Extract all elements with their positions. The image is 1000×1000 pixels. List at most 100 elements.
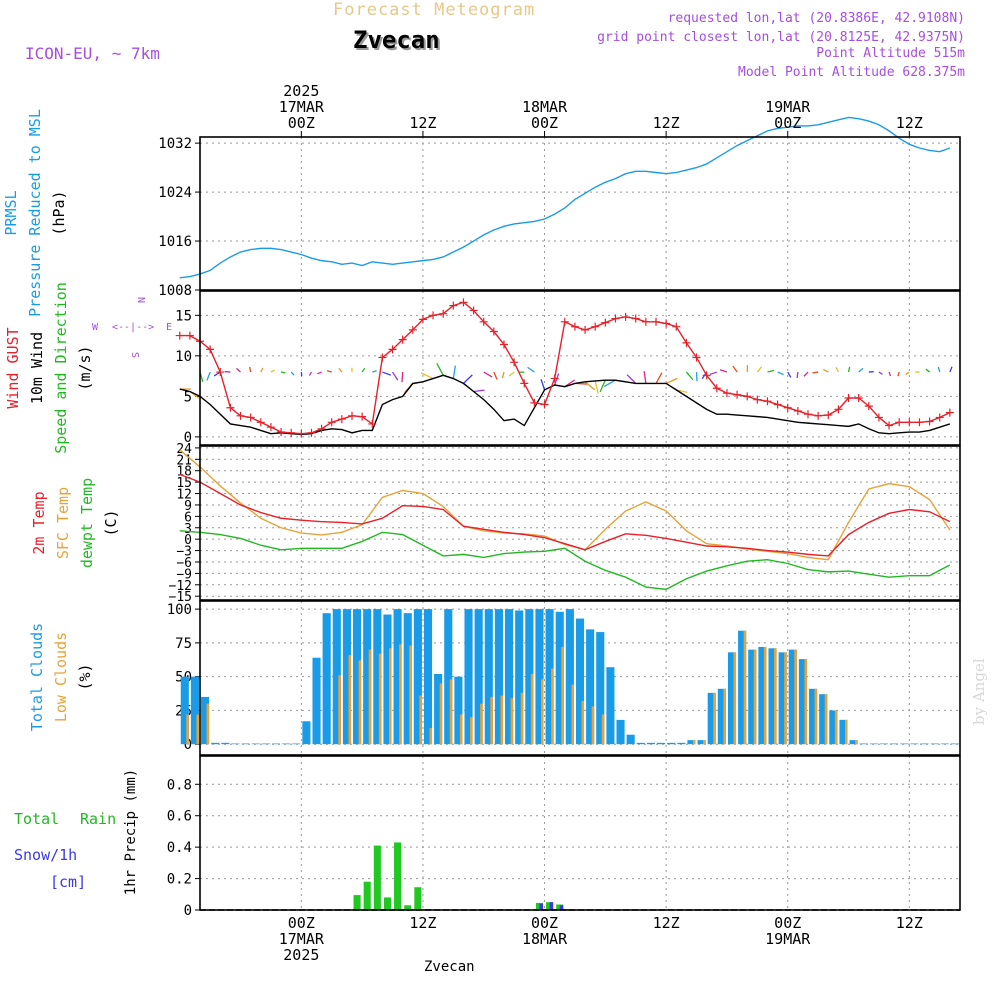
gust-marker	[236, 411, 245, 420]
wind-direction-arrow	[206, 371, 211, 381]
total-cloud-bar	[342, 609, 351, 745]
low-cloud-bar	[784, 652, 787, 745]
precip-label-rain: Rain	[80, 810, 116, 828]
total-cloud-bar	[768, 648, 777, 745]
low-cloud-bar	[459, 714, 463, 745]
gust-marker	[702, 371, 711, 380]
low-cloud-bar	[409, 645, 412, 745]
y-tick-label: 0	[184, 533, 192, 548]
gust-marker	[489, 327, 498, 336]
y-tick-label: −12	[169, 579, 192, 594]
rain-bar	[394, 842, 402, 910]
wind-direction-arrow	[463, 374, 473, 384]
total-cloud-bar	[494, 609, 503, 745]
snow-bar	[559, 905, 564, 910]
y-tick-label: 0.8	[167, 777, 192, 793]
total-cloud-bar	[423, 609, 433, 745]
total-cloud-bar	[190, 676, 199, 745]
gust-marker	[763, 397, 772, 406]
total-cloud-bar	[677, 742, 686, 745]
total-cloud-bar	[282, 743, 291, 745]
total-cloud-bar	[525, 609, 534, 745]
total-cloud-bar	[829, 710, 838, 745]
gust-marker	[530, 398, 539, 407]
gust-marker	[753, 395, 762, 404]
total-cloud-bar	[231, 743, 240, 745]
gust-marker	[560, 317, 569, 326]
gust-marker	[824, 411, 833, 420]
low-cloud-bar	[703, 740, 706, 745]
total-cloud-bar	[859, 743, 868, 745]
low-cloud-bar	[591, 706, 595, 745]
bottom-time-label: 12Z	[653, 914, 680, 932]
low-cloud-bar	[348, 655, 351, 745]
low-cloud-bar	[429, 727, 433, 745]
total-cloud-bar	[819, 694, 828, 745]
y-tick-label: 3	[184, 522, 192, 537]
gust-marker	[601, 318, 610, 327]
low-cloud-bar	[500, 695, 503, 745]
total-cloud-bar	[565, 609, 574, 745]
y-tick-label: 15	[175, 308, 192, 324]
axis-label: (hPa)	[50, 190, 68, 235]
total-cloud-bar	[798, 659, 807, 745]
total-cloud-bar	[626, 734, 635, 745]
rain-bar	[556, 904, 564, 910]
low-cloud-bar	[439, 683, 443, 745]
precip-label-snow: Snow/1h	[14, 846, 77, 864]
gust-marker	[915, 418, 924, 427]
wind-direction-arrow	[643, 371, 647, 384]
gust-marker	[540, 400, 549, 409]
wind-direction-arrow	[483, 371, 493, 378]
rain-bar	[353, 895, 361, 910]
total-cloud-bar	[444, 609, 453, 745]
low-cloud-bar	[510, 698, 514, 745]
total-cloud-bar	[596, 632, 605, 745]
low-cloud-bar	[378, 653, 382, 745]
low-cloud-bar	[561, 646, 564, 745]
y-tick-label: 75	[175, 636, 192, 652]
y-tick-label: 0.4	[167, 840, 192, 856]
wind-direction-arrow	[290, 371, 295, 376]
snow-bar	[539, 903, 544, 910]
total-cloud-bar	[353, 609, 362, 745]
total-cloud-bar	[393, 609, 402, 745]
low-cloud-bar	[581, 700, 585, 745]
gust-marker	[277, 428, 286, 437]
panel-frame-precip	[199, 755, 961, 911]
precip-ylabel: 1hr Precip (mm)	[123, 769, 139, 895]
wind-direction-arrow	[655, 372, 663, 384]
pressure-label: PRMSL Pressure Reduced to MSL (hPa)	[2, 109, 68, 317]
total-cloud-bar	[201, 696, 210, 745]
sfc-temp-line	[179, 449, 951, 561]
gust-marker	[641, 317, 650, 326]
wind-direction-arrow	[796, 371, 799, 379]
wind-direction-arrow	[338, 367, 343, 373]
top-time-label: 18MAR	[522, 98, 568, 116]
total-cloud-bar	[515, 610, 524, 745]
total-cloud-bar	[454, 676, 463, 745]
gridpoint-location: grid point closest lon,lat (20.8125E, 42…	[597, 30, 965, 45]
wind-direction-arrow	[905, 371, 910, 376]
gust-marker	[358, 412, 367, 421]
rain-bar	[404, 905, 412, 910]
total-cloud-bar	[312, 657, 321, 745]
gust-marker	[398, 335, 407, 344]
axis-label: dewpt Temp	[78, 478, 96, 568]
rain-bar	[414, 887, 422, 910]
axis-label: (m/s)	[76, 345, 94, 390]
low-cloud-bar	[358, 660, 362, 745]
station-title: Zvecan	[353, 26, 440, 54]
gust-marker	[185, 331, 194, 340]
low-cloud-bar	[733, 652, 737, 745]
wind-direction-arrow	[732, 365, 738, 373]
panel-frame-temperature	[199, 445, 961, 601]
y-tick-label: 0	[184, 903, 192, 919]
wind-direction-arrow	[508, 371, 515, 377]
gust-marker	[216, 368, 225, 377]
low-cloud-bar	[530, 673, 534, 745]
gust-marker	[337, 415, 346, 424]
low-cloud-bar	[399, 644, 402, 745]
wind-direction-arrow	[949, 366, 953, 373]
